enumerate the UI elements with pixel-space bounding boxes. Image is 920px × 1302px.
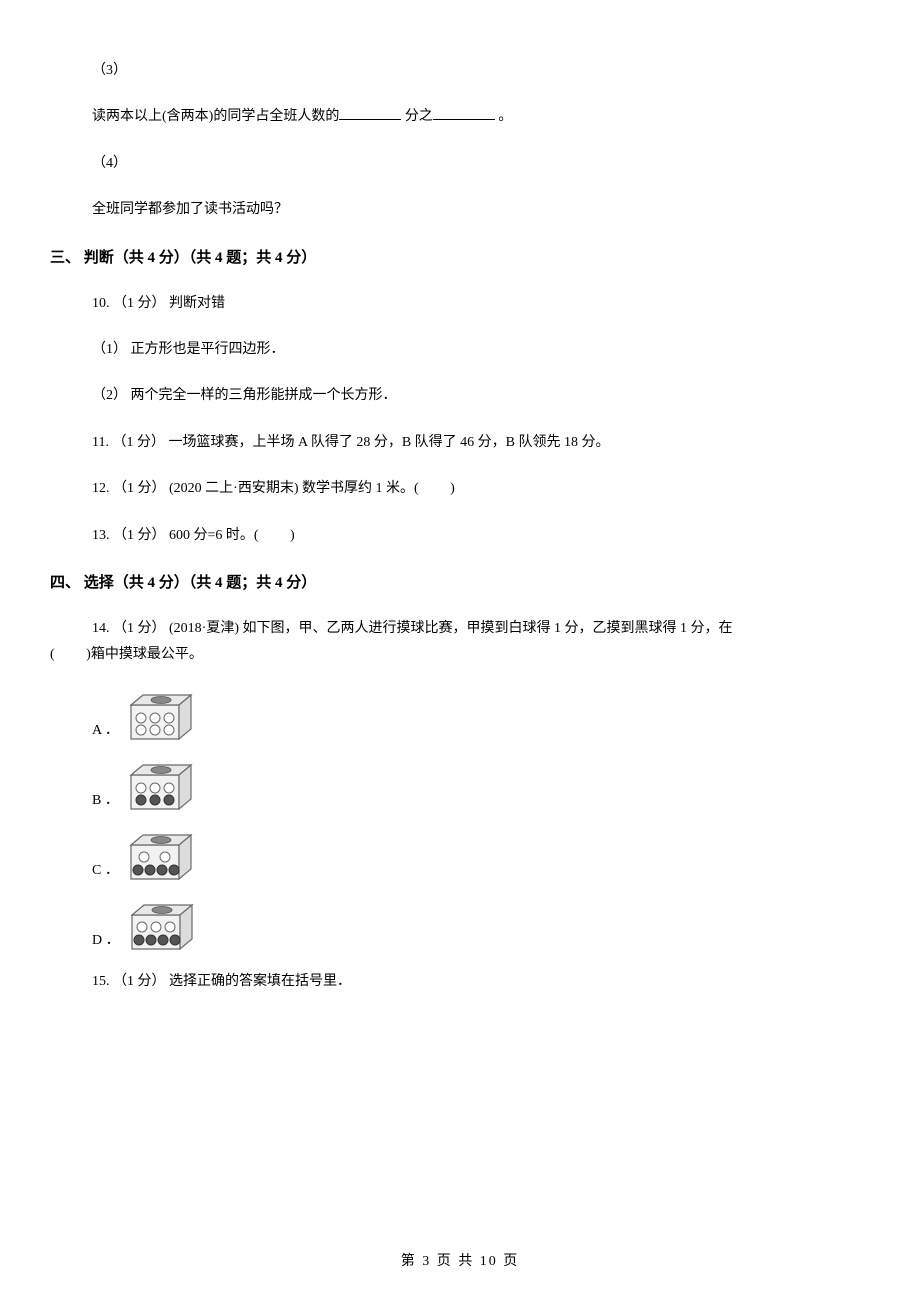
blank-2	[433, 106, 495, 120]
section-4-header: 四、 选择（共 4 分）（共 4 题；共 4 分）	[50, 571, 870, 592]
question-12: 12. （1 分） (2020 二上·西安期末) 数学书厚约 1 米。( )	[50, 478, 870, 500]
question-14-line2: ( )箱中摸球最公平。	[50, 644, 870, 666]
option-d-label: D ．	[92, 929, 120, 953]
box-c-icon	[125, 831, 197, 883]
page-footer: 第 3 页 共 10 页	[0, 1250, 920, 1270]
option-c-row: C ．	[50, 831, 870, 883]
box-b-icon	[125, 761, 197, 813]
option-a-row: A ．	[50, 691, 870, 743]
question-11: 11. （1 分） 一场篮球赛，上半场 A 队得了 28 分，B 队得了 46 …	[50, 432, 870, 454]
option-d-row: D ．	[50, 901, 870, 953]
question-10-sub1: （1） 正方形也是平行四边形．	[50, 339, 870, 361]
option-b-row: B ．	[50, 761, 870, 813]
blank-1	[339, 106, 401, 120]
option-c-label: C ．	[92, 859, 119, 883]
option-a-label: A ．	[92, 719, 119, 743]
box-a-icon	[125, 691, 197, 743]
question-15: 15. （1 分） 选择正确的答案填在括号里．	[50, 971, 870, 993]
question-3-text: 读两本以上(含两本)的同学占全班人数的 分之 。	[50, 106, 870, 128]
question-14-line1: 14. （1 分） (2018·夏津) 如下图，甲、乙两人进行摸球比赛，甲摸到白…	[50, 618, 870, 640]
box-d-icon	[126, 901, 198, 953]
question-13: 13. （1 分） 600 分=6 时。( )	[50, 525, 870, 547]
q3-text-c: 。	[495, 109, 513, 124]
q3-text-a: 读两本以上(含两本)的同学占全班人数的	[92, 109, 339, 124]
question-10-stem: 10. （1 分） 判断对错	[50, 293, 870, 315]
question-4-label: （4）	[50, 153, 870, 175]
question-10-sub2: （2） 两个完全一样的三角形能拼成一个长方形．	[50, 385, 870, 407]
option-b-label: B ．	[92, 789, 119, 813]
section-3-header: 三、 判断（共 4 分）（共 4 题；共 4 分）	[50, 246, 870, 267]
question-4-text: 全班同学都参加了读书活动吗？	[50, 199, 870, 221]
q3-text-b: 分之	[401, 109, 433, 124]
question-3-label: （3）	[50, 60, 870, 82]
